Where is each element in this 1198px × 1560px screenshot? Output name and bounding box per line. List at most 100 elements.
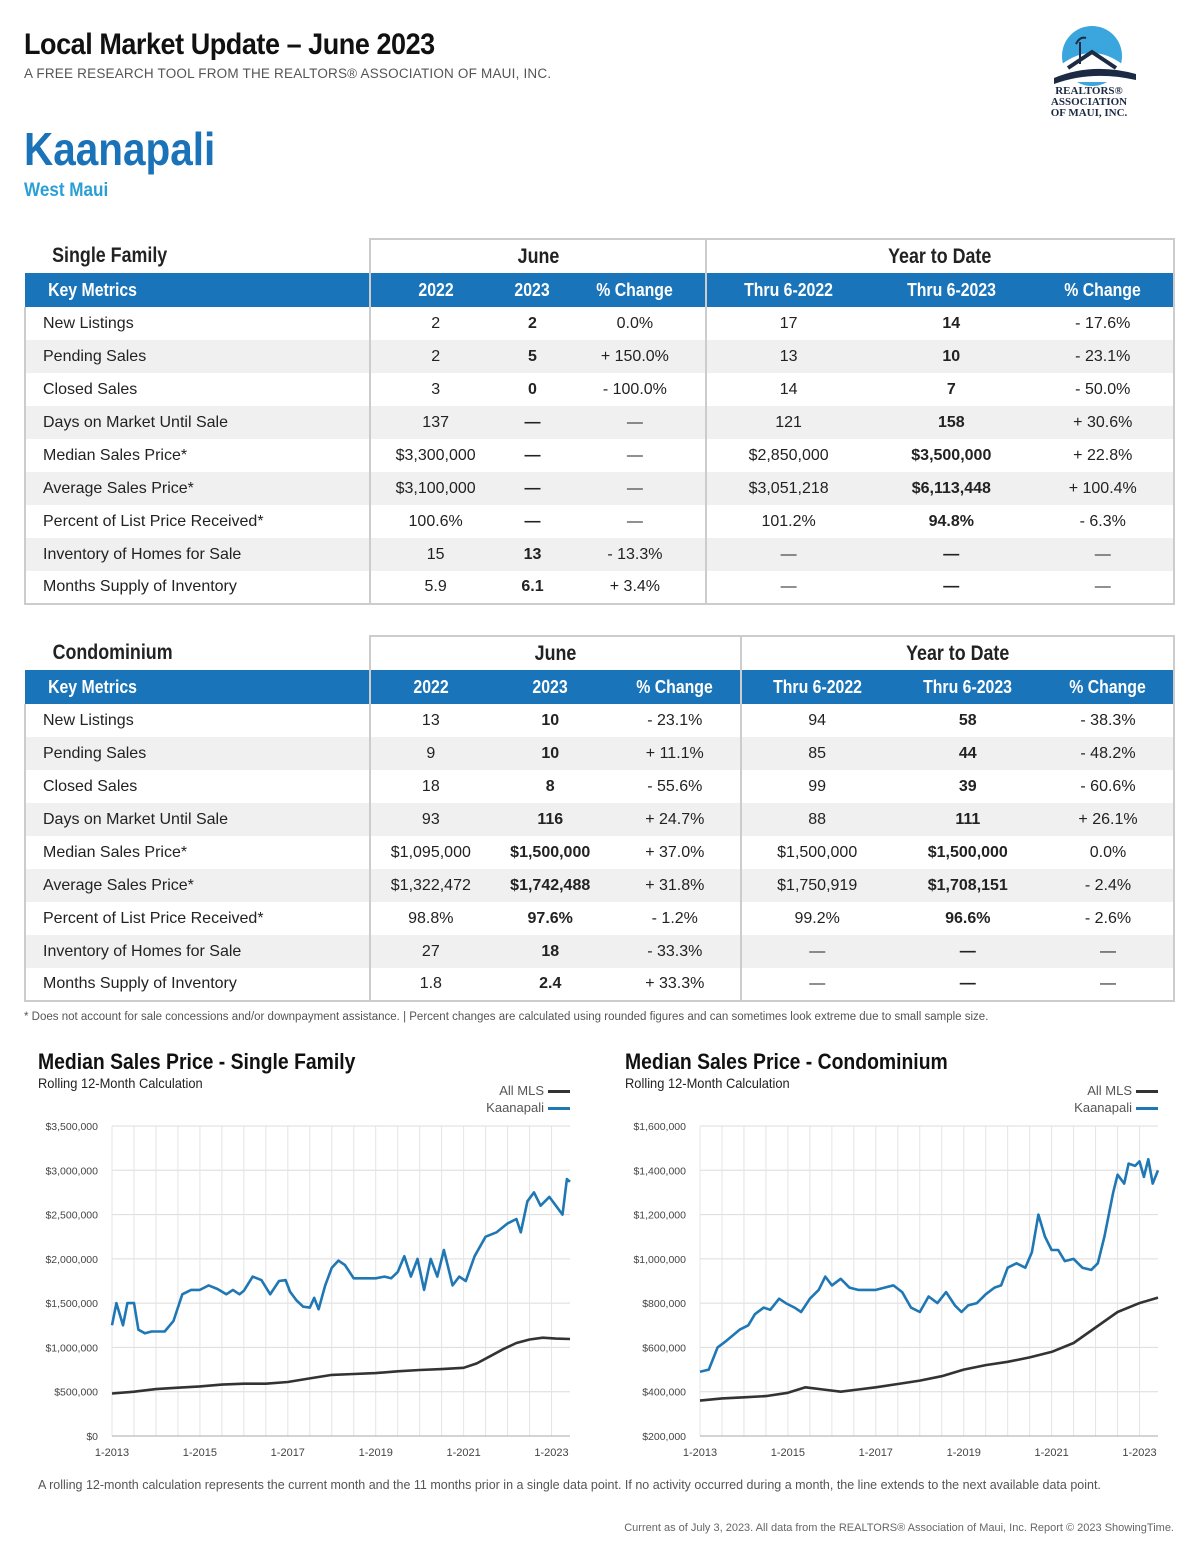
col-key-metrics: Key Metrics: [25, 670, 370, 704]
cell-thru-2023: —: [892, 935, 1043, 968]
cell-thru-2023: 58: [958, 711, 977, 729]
cell-thru-2022: 99: [739, 770, 893, 803]
table-row: Average Sales Price* $3,100,000— — $3,051,2…: [24, 472, 1175, 505]
cell-pct-change: + 3.4%: [564, 571, 707, 605]
cell-2023: —: [524, 512, 541, 530]
col-2023: 2023: [500, 273, 565, 307]
page-title: Local Market Update – June 2023: [24, 28, 435, 61]
legend-condominium: All MLS Kaanapali: [1008, 1082, 1158, 1116]
cell-2023: 8: [545, 777, 555, 795]
association-logo-icon: [1054, 26, 1136, 86]
x-tick-label: 1-2015: [771, 1447, 805, 1459]
cell-pct-change: + 24.7%: [609, 803, 741, 836]
cell-2022: 13: [369, 704, 491, 737]
cell-ytd-pct-change: - 23.1%: [1032, 340, 1175, 373]
y-tick-label: $500,000: [54, 1387, 98, 1399]
table-row: New Listings 2 2 0.0% 17 14- 17.6%: [24, 307, 1175, 340]
copyright-note: Current as of July 3, 2023. All data fro…: [624, 1522, 1174, 1534]
cell-2022: 100.6%: [368, 505, 501, 538]
y-tick-label: $1,000,000: [45, 1342, 98, 1354]
cell-ytd-pct-change: - 50.0%: [1032, 373, 1175, 406]
y-tick-label: $1,200,000: [633, 1210, 686, 1222]
cell-2022: $3,300,000: [368, 439, 501, 472]
cell-2023: 6.1: [500, 571, 565, 605]
cell-thru-2023: $1,500,000: [927, 843, 1008, 861]
cell-ytd-pct-change: - 6.3%: [1032, 505, 1175, 538]
cell-thru-2022: —: [705, 571, 871, 605]
area-region: West Maui: [24, 180, 109, 201]
cell-thru-2022: 17: [705, 307, 871, 340]
cell-thru-2023: —: [870, 571, 1033, 605]
metric-label: Months Supply of Inventory: [24, 968, 370, 1002]
chart-subtitle-single-family: Rolling 12-Month Calculation: [38, 1075, 203, 1091]
table-section-title: Single Family: [52, 244, 168, 267]
cell-pct-change: - 55.6%: [647, 777, 703, 795]
col-2022: 2022: [369, 670, 491, 704]
table-row: Inventory of Homes for Sale 15 13- 13.3% — —…: [24, 538, 1175, 571]
y-tick-label: $0: [86, 1431, 98, 1443]
col-thru-2023: Thru 6-2023: [870, 273, 1033, 307]
y-tick-label: $1,600,000: [633, 1121, 686, 1133]
condominium-table: Condominium June Year to Date Key Metrics 20…: [24, 635, 1176, 1002]
cell-2023: 116: [490, 803, 610, 836]
chart-title-condominium: Median Sales Price - Condominium: [625, 1049, 948, 1074]
y-tick-label: $800,000: [642, 1298, 686, 1310]
cell-thru-2023: 158: [870, 406, 1033, 439]
group-header-ytd: Year to Date: [740, 635, 1176, 670]
cell-ytd-pct-change: - 38.3%: [1042, 704, 1176, 737]
cell-2023: $1,500,000: [510, 843, 591, 861]
col-2023: 2023: [490, 670, 610, 704]
cell-thru-2022: —: [739, 935, 893, 968]
cell-2023: 10: [541, 711, 560, 729]
cell-2022: 5.9: [368, 571, 501, 605]
x-tick-label: 1-2017: [859, 1447, 893, 1459]
metric-label: Average Sales Price*: [24, 472, 370, 505]
cell-2022: 18: [369, 770, 491, 803]
metric-label: Average Sales Price*: [24, 869, 370, 902]
y-tick-label: $1,000,000: [633, 1254, 686, 1266]
cell-thru-2022: —: [739, 968, 893, 1002]
x-tick-label: 1-2013: [683, 1447, 717, 1459]
chart-single-family: $0 $500,000 $1,000,000 $1,500,000 $2,000,000…: [45, 1121, 571, 1459]
table-row: Median Sales Price* $1,095,000 $1,500,000 +…: [24, 836, 1176, 869]
table-row: Months Supply of Inventory 5.9 6.1 + 3.4% — —…: [24, 571, 1175, 605]
table-row: Days on Market Until Sale 93 116 + 24.7% 88 1…: [24, 803, 1176, 836]
cell-thru-2023: —: [892, 968, 1043, 1002]
cell-2022: $1,095,000: [369, 836, 491, 869]
cell-thru-2022: 14: [705, 373, 871, 406]
x-tick-label: 1-2021: [1034, 1447, 1068, 1459]
col-key-metrics: Key Metrics: [25, 273, 370, 307]
single-family-table: Single Family June Year to Date Key Metrics…: [24, 238, 1175, 605]
cell-ytd-pct-change: - 48.2%: [1042, 737, 1176, 770]
cell-pct-change: —: [626, 446, 643, 464]
series-line-kaanapali: [110, 1177, 571, 1335]
cell-2023: 18: [490, 935, 610, 968]
y-tick-label: $400,000: [642, 1387, 686, 1399]
x-tick-label: 1-2015: [183, 1447, 217, 1459]
cell-2023: 0: [528, 380, 537, 398]
table-section-title: Condominium: [52, 641, 173, 664]
cell-thru-2023: 39: [958, 777, 977, 795]
cell-thru-2022: $3,051,218: [705, 472, 871, 505]
cell-pct-change: 0.0%: [616, 314, 654, 332]
legend-item-allmls: All MLS: [1008, 1082, 1158, 1099]
cell-thru-2022: 88: [739, 803, 893, 836]
metric-label: Median Sales Price*: [24, 439, 370, 472]
cell-thru-2023: 44: [892, 737, 1043, 770]
cell-thru-2022: 121: [705, 406, 871, 439]
x-tick-label: 1-2013: [95, 1447, 129, 1459]
cell-ytd-pct-change: + 22.8%: [1032, 439, 1175, 472]
cell-thru-2022: 85: [739, 737, 893, 770]
col-2022: 2022: [368, 273, 501, 307]
cell-thru-2022: $1,750,919: [739, 869, 893, 902]
x-tick-label: 1-2023: [534, 1447, 568, 1459]
footnote: * Does not account for sale concessions …: [24, 1011, 989, 1023]
series-line-all-mls: [699, 1296, 1159, 1402]
chart-condominium: $200,000 $400,000 $600,000 $800,000 $1,000,0…: [633, 1121, 1160, 1459]
y-tick-label: $2,500,000: [45, 1210, 98, 1222]
cell-ytd-pct-change: - 2.4%: [1042, 869, 1176, 902]
x-tick-label: 1-2023: [1122, 1447, 1156, 1459]
metric-label: Inventory of Homes for Sale: [24, 538, 370, 571]
page-subtitle: A FREE RESEARCH TOOL FROM THE REALTORS® …: [24, 66, 552, 81]
table-row: Inventory of Homes for Sale 27 18- 33.3% — —…: [24, 935, 1176, 968]
